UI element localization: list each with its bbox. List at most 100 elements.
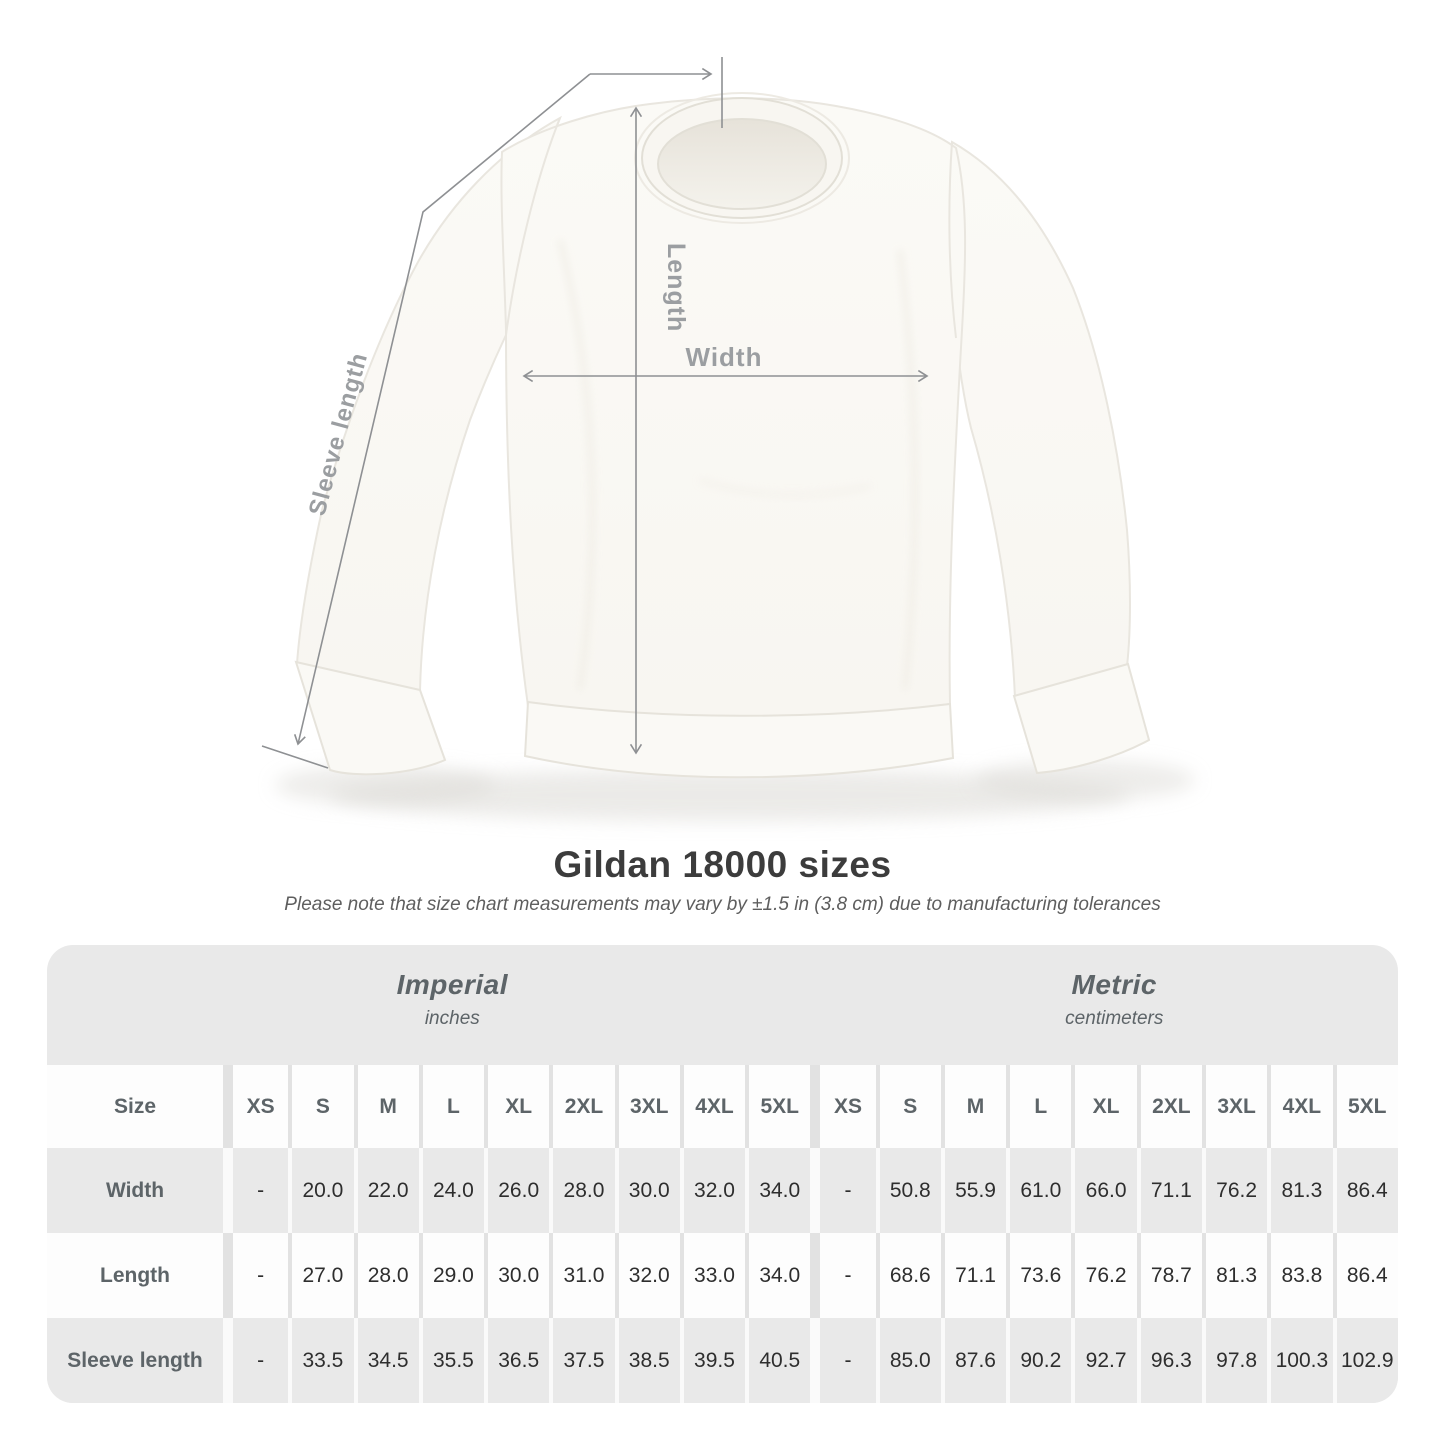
width-imperial-3xl: 30.0 <box>614 1148 680 1233</box>
length-imperial-5xl: 34.0 <box>745 1233 811 1318</box>
imperial-label: Imperial <box>396 969 508 1000</box>
sleeve-imperial-2xl: 37.5 <box>549 1318 615 1403</box>
metric-unit: centimeters <box>1065 1008 1164 1029</box>
width-imperial-s: 20.0 <box>288 1148 354 1233</box>
col-header-imperial-5xl: 5XL <box>745 1065 811 1148</box>
sleeve-imperial-4xl: 39.5 <box>679 1318 746 1403</box>
sleeve-metric-2xl: 96.3 <box>1136 1318 1202 1403</box>
length-imperial-2xl: 31.0 <box>549 1233 615 1318</box>
col-header-metric-xs: XS <box>810 1065 876 1148</box>
width-metric-m: 55.9 <box>940 1148 1007 1233</box>
collar-opening <box>656 116 828 208</box>
left-cuff <box>294 660 447 776</box>
sleeve-metric-5xl: 102.9 <box>1332 1318 1398 1403</box>
width-imperial-xs: - <box>223 1148 289 1233</box>
length-metric-xl: 76.2 <box>1071 1233 1137 1318</box>
sleeve-metric-m: 87.6 <box>940 1318 1007 1403</box>
length-metric-2xl: 78.7 <box>1136 1233 1202 1318</box>
width-metric-3xl: 76.2 <box>1201 1148 1268 1233</box>
length-imperial-3xl: 32.0 <box>614 1233 680 1318</box>
length-label: Length <box>662 243 690 332</box>
sleeve-imperial-xl: 36.5 <box>484 1318 550 1403</box>
col-header-metric-xl: XL <box>1071 1065 1137 1148</box>
width-metric-4xl: 81.3 <box>1267 1148 1333 1233</box>
col-header-metric-l: L <box>1006 1065 1072 1148</box>
width-row: Width - 20.0 22.0 24.0 26.0 28.0 30.0 32… <box>47 1148 1398 1233</box>
collar-rib <box>640 97 844 219</box>
cuff-tick <box>261 745 329 769</box>
sweatshirt-photo <box>275 92 1195 821</box>
imperial-unit: inches <box>424 1008 480 1029</box>
sleeve-imperial-3xl: 38.5 <box>614 1318 680 1403</box>
col-header-metric-5xl: 5XL <box>1332 1065 1398 1148</box>
width-imperial-xl: 26.0 <box>484 1148 550 1233</box>
width-imperial-2xl: 28.0 <box>549 1148 615 1233</box>
width-metric-xs: - <box>810 1148 876 1233</box>
shoulder-to-center-arrow <box>590 57 723 128</box>
width-metric-l: 61.0 <box>1006 1148 1072 1233</box>
row-label-sleeve-length: Sleeve length <box>47 1318 223 1403</box>
length-metric-5xl: 86.4 <box>1332 1233 1398 1318</box>
sleeve-imperial-xs: - <box>223 1318 289 1403</box>
row-label-width: Width <box>47 1148 223 1233</box>
length-imperial-l: 29.0 <box>418 1233 485 1318</box>
width-imperial-m: 22.0 <box>353 1148 419 1233</box>
sleeve-imperial-5xl: 40.5 <box>745 1318 811 1403</box>
sleeve-metric-3xl: 97.8 <box>1201 1318 1268 1403</box>
width-imperial-5xl: 34.0 <box>745 1148 811 1233</box>
tolerance-note: Please note that size chart measurements… <box>284 894 1161 915</box>
metric-label: Metric <box>1071 969 1158 1000</box>
col-header-metric-4xl: 4XL <box>1267 1065 1333 1148</box>
length-metric-m: 71.1 <box>940 1233 1007 1318</box>
length-metric-3xl: 81.3 <box>1201 1233 1268 1318</box>
sleeve-imperial-l: 35.5 <box>418 1318 485 1403</box>
col-header-metric-2xl: 2XL <box>1136 1065 1202 1148</box>
size-header-row: Size XS S M L XL 2XL 3XL 4XL 5XL XS S M … <box>47 1065 1398 1148</box>
width-imperial-4xl: 32.0 <box>679 1148 746 1233</box>
metric-group-header: Metric centimeters <box>1065 969 1163 1030</box>
unit-system-band: Imperial inches Metric centimeters <box>47 945 1398 1065</box>
col-header-imperial-4xl: 4XL <box>679 1065 746 1148</box>
size-corner-label: Size <box>47 1065 223 1148</box>
width-label: Width <box>686 342 763 372</box>
sleeve-length-arrow <box>261 73 591 769</box>
width-metric-5xl: 86.4 <box>1332 1148 1398 1233</box>
length-imperial-4xl: 33.0 <box>679 1233 746 1318</box>
sleeve-metric-xs: - <box>810 1318 876 1403</box>
length-imperial-xl: 30.0 <box>484 1233 550 1318</box>
right-cuff <box>1012 662 1151 775</box>
sleeve-length-row: Sleeve length - 33.5 34.5 35.5 36.5 37.5… <box>47 1318 1398 1403</box>
length-metric-xs: - <box>810 1233 876 1318</box>
length-metric-l: 73.6 <box>1006 1233 1072 1318</box>
page-title: Gildan 18000 sizes <box>553 844 892 885</box>
length-imperial-m: 28.0 <box>353 1233 419 1318</box>
length-imperial-xs: - <box>223 1233 289 1318</box>
sleeve-imperial-s: 33.5 <box>288 1318 354 1403</box>
col-header-imperial-m: M <box>353 1065 419 1148</box>
col-header-imperial-xs: XS <box>223 1065 289 1148</box>
length-row: Length - 27.0 28.0 29.0 30.0 31.0 32.0 3… <box>47 1233 1398 1318</box>
col-header-imperial-s: S <box>288 1065 354 1148</box>
length-metric-4xl: 83.8 <box>1267 1233 1333 1318</box>
sleeve-metric-l: 90.2 <box>1006 1318 1072 1403</box>
size-table: Size XS S M L XL 2XL 3XL 4XL 5XL XS S M … <box>47 1065 1398 1403</box>
width-metric-2xl: 71.1 <box>1136 1148 1202 1233</box>
garment-measurement-diagram: Length Width Sleeve length <box>261 57 1195 821</box>
right-sleeve <box>948 140 1131 700</box>
col-header-imperial-l: L <box>418 1065 485 1148</box>
imperial-group-header: Imperial inches <box>397 969 508 1030</box>
col-header-imperial-3xl: 3XL <box>614 1065 680 1148</box>
length-metric-s: 68.6 <box>875 1233 941 1318</box>
col-header-metric-m: M <box>940 1065 1007 1148</box>
width-metric-s: 50.8 <box>875 1148 941 1233</box>
col-header-imperial-2xl: 2XL <box>549 1065 615 1148</box>
width-metric-xl: 66.0 <box>1071 1148 1137 1233</box>
measurement-lines <box>261 57 929 769</box>
sleeve-imperial-m: 34.5 <box>353 1318 419 1403</box>
length-imperial-s: 27.0 <box>288 1233 354 1318</box>
width-imperial-l: 24.0 <box>418 1148 485 1233</box>
row-label-length: Length <box>47 1233 223 1318</box>
sleeve-metric-4xl: 100.3 <box>1267 1318 1333 1403</box>
col-header-metric-s: S <box>875 1065 941 1148</box>
